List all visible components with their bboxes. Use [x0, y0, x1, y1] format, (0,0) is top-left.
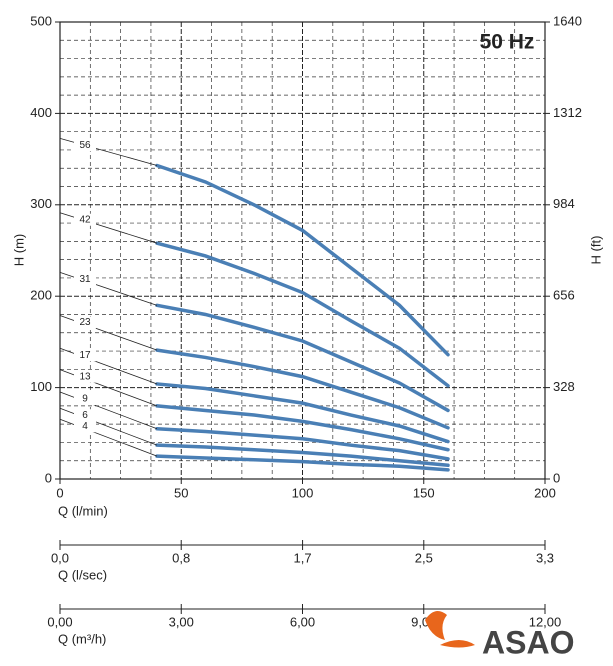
- y2-tick-label: 0: [553, 470, 560, 485]
- pump-curve: [155, 348, 450, 430]
- y-tick-label: 200: [30, 288, 52, 303]
- x-tick-label: 100: [292, 485, 314, 500]
- stage-label: 23: [79, 317, 91, 328]
- x-tick-label: 0: [56, 485, 63, 500]
- x-tick-label: 50: [174, 485, 188, 500]
- secondary-x-tick-label: 3,3: [536, 550, 554, 565]
- secondary-x-tick-label: 12,00: [529, 614, 562, 629]
- pump-curve: [155, 404, 450, 452]
- y2-tick-label: 984: [553, 196, 575, 211]
- pump-curve: [155, 454, 450, 472]
- y-tick-label: 400: [30, 105, 52, 120]
- pump-curve: [155, 443, 450, 468]
- y-axis-label: H (m): [11, 234, 26, 267]
- pump-curve: [155, 426, 450, 461]
- stage-label-bg: [74, 392, 96, 405]
- stage-label: 17: [79, 350, 91, 361]
- y-tick-label: 300: [30, 196, 52, 211]
- secondary-x-axis-label: Q (m³/h): [58, 631, 106, 646]
- secondary-x-tick-label: 0,8: [172, 550, 190, 565]
- logo-text: ASAO: [482, 624, 574, 660]
- pump-curve: [155, 163, 450, 357]
- y-tick-label: 500: [30, 13, 52, 28]
- stage-label-bg: [74, 213, 96, 226]
- y2-tick-label: 1312: [553, 105, 582, 120]
- pump-curve: [155, 382, 450, 444]
- x-axis-label: Q (l/min): [58, 503, 108, 518]
- pump-curve: [155, 241, 450, 388]
- y2-axis-label: H (ft): [588, 236, 603, 265]
- x-tick-label: 200: [534, 485, 556, 500]
- secondary-x-tick-label: 6,00: [290, 614, 315, 629]
- stage-label-bg: [74, 370, 96, 383]
- chart-title: 50 Hz: [480, 31, 535, 54]
- secondary-x-axis-label: Q (l/sec): [58, 567, 107, 582]
- stage-label-bg: [74, 273, 96, 286]
- y-tick-label: 0: [45, 470, 52, 485]
- stage-label: 6: [82, 410, 88, 421]
- stage-label: 4: [82, 421, 88, 432]
- pump-curve: [155, 303, 450, 413]
- secondary-x-tick-label: 0,00: [47, 614, 72, 629]
- y2-tick-label: 656: [553, 288, 575, 303]
- logo-icon: [425, 611, 475, 648]
- x-tick-label: 150: [413, 485, 435, 500]
- stage-label-bg: [74, 420, 96, 433]
- stage-label: 42: [79, 214, 91, 225]
- stage-label: 13: [79, 371, 91, 382]
- stage-label-bg: [74, 316, 96, 329]
- stage-label-bg: [74, 349, 96, 362]
- stage-label-bg: [74, 139, 96, 152]
- stage-label: 56: [79, 140, 91, 151]
- y-tick-label: 100: [30, 379, 52, 394]
- stage-label: 31: [79, 274, 91, 285]
- logo: ASAO: [425, 611, 574, 660]
- secondary-x-tick-label: 0,0: [51, 550, 69, 565]
- y2-tick-label: 328: [553, 379, 575, 394]
- secondary-x-tick-label: 1,7: [294, 550, 312, 565]
- stage-label: 9: [82, 394, 88, 405]
- y2-tick-label: 1640: [553, 13, 582, 28]
- secondary-x-tick-label: 3,00: [169, 614, 194, 629]
- plot-frame: [59, 21, 546, 480]
- secondary-x-tick-label: 2,5: [415, 550, 433, 565]
- title-box: [470, 28, 542, 58]
- stage-label-bg: [74, 409, 96, 422]
